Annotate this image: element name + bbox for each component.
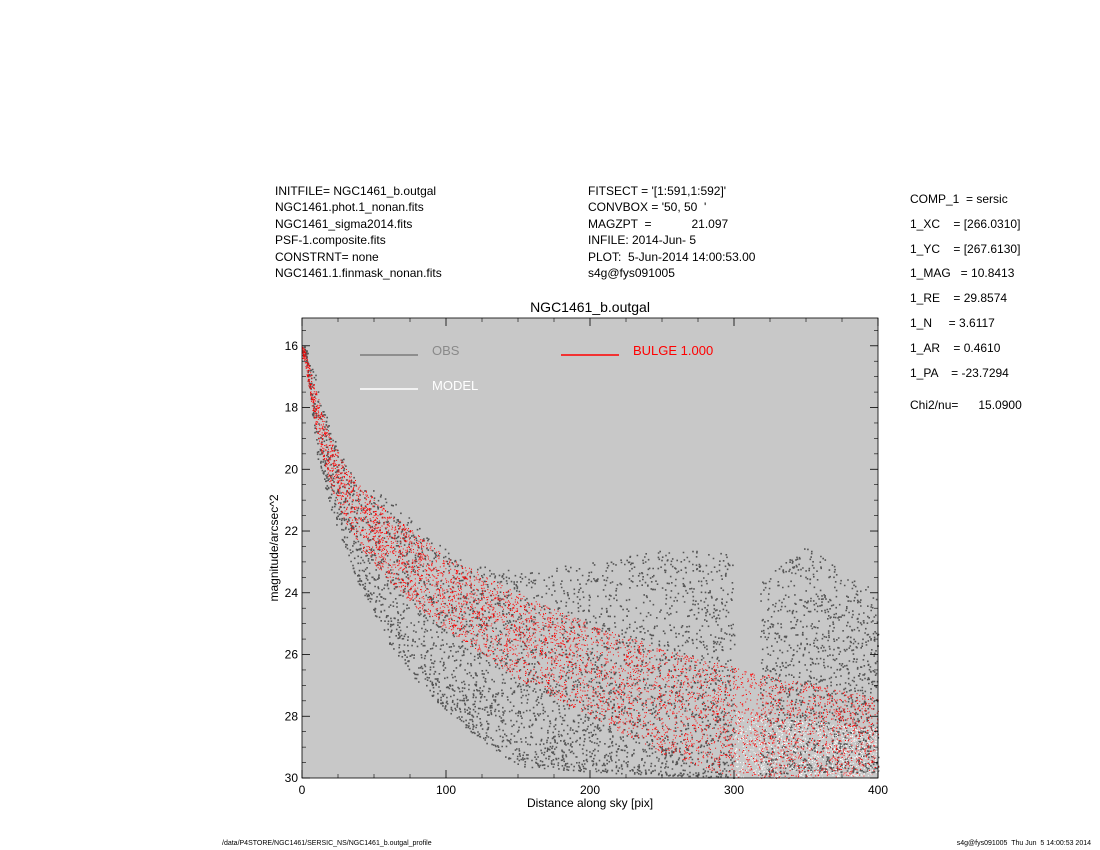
bulge-points-layer <box>302 346 879 779</box>
header-mid-line: PLOT: 5-Jun-2014 14:00:53.00 <box>588 249 756 264</box>
param-line: 1_PA = -23.7294 <box>910 365 1009 380</box>
header-mid-line: INFILE: 2014-Jun- 5 <box>588 233 697 248</box>
header-left-line: NGC1461.1.finmask_nonan.fits <box>275 266 442 281</box>
chart-title: NGC1461_b.outgal <box>530 299 650 315</box>
header-left-line: NGC1461_sigma2014.fits <box>275 216 413 231</box>
axes-layer: 0 100 200 300 400 16 18 20 22 24 26 28 30 <box>285 318 888 797</box>
chi2-line: Chi2/nu= 15.0900 <box>910 398 1022 413</box>
param-line: 1_MAG = 10.8413 <box>910 266 1015 281</box>
x-tick-label: 100 <box>436 783 456 797</box>
y-tick-label: 28 <box>285 709 299 723</box>
x-axis-label: Distance along sky [pix] <box>527 796 653 810</box>
param-line: 1_N = 3.6117 <box>910 315 995 330</box>
legend-obs-label: OBS <box>432 343 460 358</box>
param-line: 1_XC = [266.0310] <box>910 216 1021 231</box>
param-line: 1_RE = 29.8574 <box>910 291 1008 306</box>
header-mid-line: FITSECT = '[1:591,1:592]' <box>588 184 727 198</box>
header-mid-line: CONVBOX = '50, 50 ' <box>588 200 707 215</box>
y-tick-label: 20 <box>285 462 299 476</box>
param-line: 1_YC = [267.6130] <box>910 241 1021 256</box>
footer-timestamp: s4g@fys091005 Thu Jun 5 14:00:53 2014 <box>956 840 1091 847</box>
header-left-block: INITFILE= NGC1461_b.outgal NGC1461.phot.… <box>275 183 442 281</box>
y-tick-label: 26 <box>285 648 299 662</box>
x-tick-label: 400 <box>868 783 888 797</box>
legend-model-label: MODEL <box>432 378 478 393</box>
y-axis-label: magnitude/arcsec^2 <box>267 494 281 601</box>
y-tick-label: 18 <box>285 401 299 415</box>
plot-area <box>302 318 878 778</box>
legend-bulge-label: BULGE 1.000 <box>633 343 713 358</box>
y-tick-label: 16 <box>285 339 299 353</box>
y-tick-label: 24 <box>285 586 299 600</box>
x-tick-label: 200 <box>580 783 600 797</box>
x-tick-label: 0 <box>299 783 306 797</box>
header-mid-line: s4g@fys091005 <box>588 266 675 281</box>
y-tick-label: 22 <box>285 524 299 538</box>
legend: OBS MODEL BULGE 1.000 <box>360 343 713 393</box>
param-line: COMP_1 = sersic <box>910 192 1008 206</box>
header-left-line: PSF-1.composite.fits <box>275 233 386 248</box>
header-left-line: INITFILE= NGC1461_b.outgal <box>275 184 437 198</box>
header-right-block: COMP_1 = sersic 1_XC = [266.0310] 1_YC =… <box>910 191 1022 422</box>
model-point-cloud <box>734 712 879 779</box>
header-mid-block: FITSECT = '[1:591,1:592]' CONVBOX = '50,… <box>588 183 755 281</box>
footer-path: /data/P4STORE/NGC1461/SERSIC_NS/NGC1461_… <box>222 840 432 847</box>
header-left-line: CONSTRNT= none <box>275 249 379 264</box>
y-tick-label: 30 <box>285 771 299 785</box>
x-tick-label: 300 <box>724 783 744 797</box>
header-mid-line: MAGZPT = 21.097 <box>588 216 729 231</box>
param-line: 1_AR = 0.4610 <box>910 340 1001 355</box>
header-left-line: NGC1461.phot.1_nonan.fits <box>275 200 424 215</box>
